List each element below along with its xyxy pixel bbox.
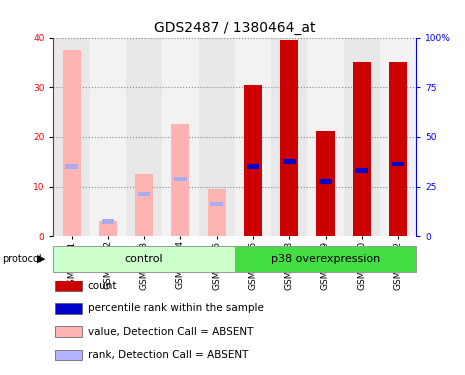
Bar <box>389 62 407 236</box>
Bar <box>199 38 235 236</box>
Bar <box>280 40 298 236</box>
Bar <box>90 38 126 236</box>
Bar <box>344 38 380 236</box>
Title: GDS2487 / 1380464_at: GDS2487 / 1380464_at <box>154 21 316 35</box>
Bar <box>62 50 80 236</box>
Bar <box>271 38 307 236</box>
Bar <box>53 246 235 272</box>
Text: value, Detection Call = ABSENT: value, Detection Call = ABSENT <box>87 327 253 337</box>
Bar <box>171 124 189 236</box>
Text: p38 overexpression: p38 overexpression <box>271 254 380 264</box>
Bar <box>55 350 81 360</box>
Bar <box>235 38 271 236</box>
Bar <box>55 303 81 313</box>
Bar <box>162 38 199 236</box>
Bar <box>319 179 332 184</box>
Bar <box>307 38 344 236</box>
Text: rank, Detection Call = ABSENT: rank, Detection Call = ABSENT <box>87 350 248 360</box>
Bar <box>352 62 371 236</box>
Bar <box>210 202 223 206</box>
Text: protocol: protocol <box>2 254 42 264</box>
Bar <box>235 246 416 272</box>
Bar <box>101 219 114 224</box>
Text: control: control <box>125 254 164 264</box>
Text: ▶: ▶ <box>37 254 45 264</box>
Bar <box>316 131 334 236</box>
Text: count: count <box>87 281 117 291</box>
Bar <box>392 162 405 166</box>
Bar <box>55 326 81 337</box>
Bar <box>174 177 187 182</box>
Bar <box>283 159 296 164</box>
Bar <box>126 38 162 236</box>
Bar <box>53 38 90 236</box>
Bar <box>207 189 226 236</box>
Bar <box>246 165 259 169</box>
Bar <box>135 174 153 236</box>
Bar <box>355 168 368 173</box>
Text: percentile rank within the sample: percentile rank within the sample <box>87 303 263 313</box>
Bar <box>99 221 117 236</box>
Bar <box>65 165 78 169</box>
Bar <box>55 280 81 291</box>
Bar <box>138 192 151 196</box>
Bar <box>244 85 262 236</box>
Bar <box>380 38 416 236</box>
